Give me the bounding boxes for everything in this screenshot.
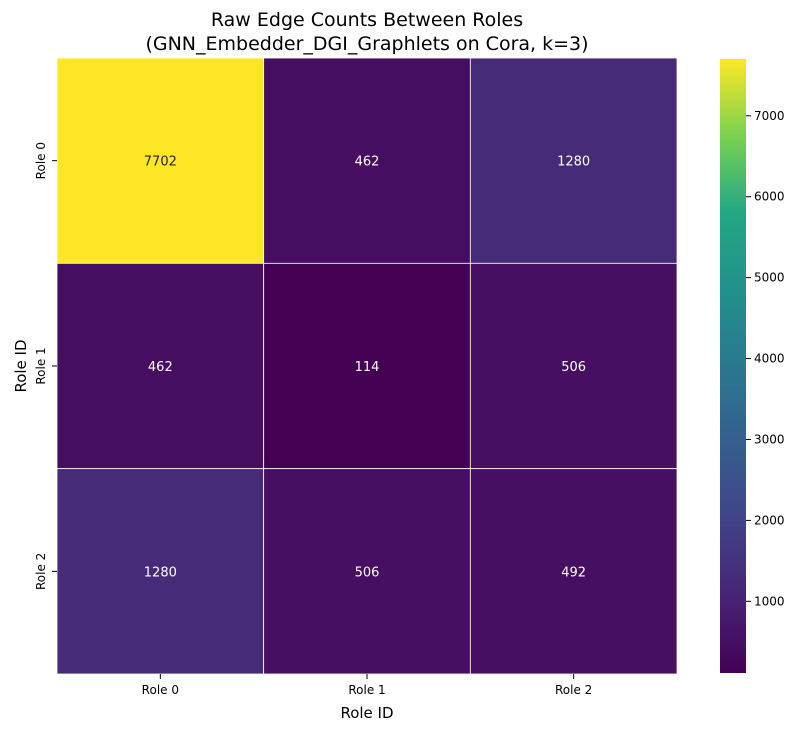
cell-value-label-r2-c2: 492 [561, 565, 586, 580]
y-tick-label: Role 2 [34, 553, 48, 590]
x-tick-label: Role 2 [555, 683, 592, 697]
colorbar [720, 59, 746, 673]
heatmap-cell-r1-c0 [56, 262, 265, 470]
colorbar-ticks: 1000 2000 3000 4000 5000 6000 7000 [746, 109, 785, 608]
cell-value-label-r0-c1: 462 [355, 155, 380, 170]
colorbar-tick-label: 1000 [754, 594, 785, 608]
heatmap-cell-r0-c2 [469, 57, 678, 264]
x-tick-label: Role 0 [142, 683, 179, 697]
heatmap-cell-labels: 7702 462 1280 462 114 506 1280 506 492 [144, 155, 590, 581]
heatmap-cells [56, 57, 678, 675]
y-axis-ticks: Role 0 Role 1 Role 2 [34, 142, 57, 590]
x-axis-label: Role ID [340, 704, 393, 722]
cell-value-label-r0-c0: 7702 [144, 155, 177, 170]
heatmap-cell-r0-c0 [56, 57, 265, 264]
cell-value-label-r1-c2: 506 [561, 360, 586, 375]
colorbar-tick-label: 3000 [754, 432, 785, 446]
colorbar-tick-label: 4000 [754, 352, 785, 366]
cell-value-label-r0-c2: 1280 [557, 155, 590, 170]
y-axis-label: Role ID [12, 339, 30, 392]
cell-value-label-r1-c0: 462 [148, 360, 173, 375]
heatmap-cell-r0-c1 [263, 57, 471, 264]
y-tick-label: Role 0 [34, 142, 48, 179]
heatmap-cell-r2-c1 [263, 468, 471, 675]
chart-title: Raw Edge Counts Between Roles [211, 9, 523, 31]
heatmap-cell-r2-c0 [56, 468, 265, 675]
x-axis-ticks: Role 0 Role 1 Role 2 [142, 674, 592, 697]
heatmap-cell-r1-c1 [263, 262, 471, 470]
colorbar-tick-label: 7000 [754, 109, 785, 123]
chart-subtitle: (GNN_Embedder_DGI_Graphlets on Cora, k=3… [145, 33, 588, 55]
y-tick-label: Role 1 [34, 347, 48, 384]
x-tick-label: Role 1 [348, 683, 385, 697]
colorbar-tick-label: 6000 [754, 190, 785, 204]
cell-value-label-r1-c1: 114 [355, 360, 380, 375]
cell-value-label-r2-c1: 506 [355, 565, 380, 580]
colorbar-tick-label: 5000 [754, 271, 785, 285]
colorbar-tick-label: 2000 [754, 513, 785, 527]
heatmap-cell-r1-c2 [469, 262, 678, 470]
cell-value-label-r2-c0: 1280 [144, 565, 177, 580]
